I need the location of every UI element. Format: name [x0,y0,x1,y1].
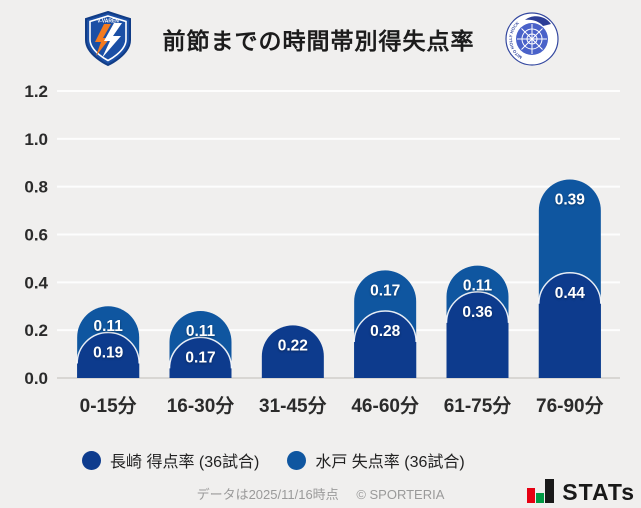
stats-bars-icon [527,479,555,503]
nagasaki-value-label: 0.36 [462,304,493,321]
mito-legend-label: 水戸 失点率 (36試合) [315,454,465,471]
mito-hollyhock-logo: MITO HOLLY HOCK [504,12,559,66]
x-category-label: 76-90分 [536,395,604,417]
chart-legend: 長崎 得点率 (36試合) 水戸 失点率 (36試合) [82,448,465,472]
chart-title: 前節までの時間帯別得失点率 [162,28,475,54]
y-tick-label: 0.8 [24,178,48,197]
mito-value-label: 0.17 [370,282,400,299]
v-varen-nagasaki-logo: V-VAREN [84,11,131,67]
nagasaki-bar-segment [446,291,509,378]
nagasaki-value-label: 0.17 [185,349,215,366]
white-bolt-icon [101,23,122,58]
legend-item-mito: 水戸 失点率 (36試合) [287,448,465,472]
bar-group-1: 0.11 0.17 16-30分 [167,311,235,417]
segment-divider-arc [76,331,140,364]
nagasaki-value-label: 0.19 [93,345,124,362]
y-tick-label: 0.2 [24,321,48,340]
orange-bolt-icon [94,24,111,56]
data-date-note: データは2025/11/16時点 [196,487,339,502]
header: V-VAREN 前節までの時間帯別得失点率 MITO HOLLY HOCK [0,10,641,68]
copyright: © SPORTERIA [356,487,445,502]
nagasaki-bar-segment [261,325,324,378]
y-tick-label: 1.2 [24,82,48,101]
segment-divider-arc [445,291,510,323]
bird-icon [524,16,551,26]
bar-group-3: 0.17 0.28 46-60分 [351,270,419,417]
x-category-label: 0-15分 [80,395,137,417]
mito-value-label: 0.11 [186,323,216,340]
y-tick-label: 1.0 [24,130,48,149]
crest-wordmark: V-VAREN [97,19,119,25]
nagasaki-legend-dot [82,450,101,470]
segment-divider-arc [353,310,417,343]
bar-group-4: 0.11 0.36 61-75分 [444,265,512,417]
nagasaki-value-label: 0.28 [370,323,401,340]
mito-value-label: 0.39 [555,191,586,208]
y-tick-label: 0.6 [24,225,48,244]
legend-item-nagasaki: 長崎 得点率 (36試合) [82,448,259,472]
x-category-label: 16-30分 [167,395,235,417]
mito-value-label: 0.11 [463,278,493,295]
nagasaki-value-label: 0.22 [278,337,308,354]
bar-group-2: 0.22 31-45分 [259,325,327,417]
x-category-label: 46-60分 [351,395,419,417]
nagasaki-value-label: 0.44 [555,285,586,302]
nagasaki-bar-segment [169,337,232,378]
segment-divider-arc [538,272,602,304]
x-category-label: 31-45分 [259,395,327,417]
bar-group-0: 0.11 0.19 0-15分 [76,306,140,417]
mito-legend-dot [287,450,307,470]
footer-note: データは2025/11/16時点 © SPORTERIA [0,484,641,503]
y-tick-label: 0.0 [24,369,48,388]
time-band-bar-chart: 0.0 0.2 0.4 0.6 0.8 1.0 1.2 0.11 0.19 0-15分 0.11 0.… [0,60,641,437]
stats-logo: STATs [521,479,635,505]
mito-value-label: 0.11 [94,318,124,335]
nagasaki-bar-segment [538,272,601,378]
nagasaki-legend-label: 長崎 得点率 (36試合) [110,454,260,471]
x-category-label: 61-75分 [444,395,512,417]
nagasaki-bar-segment [354,311,417,378]
nagasaki-bar-segment [77,332,140,378]
y-tick-label: 0.4 [24,273,48,292]
stats-wordmark: STATs [562,479,635,505]
segment-divider-arc [168,336,233,369]
bar-group-5: 0.39 0.44 76-90分 [536,179,604,417]
